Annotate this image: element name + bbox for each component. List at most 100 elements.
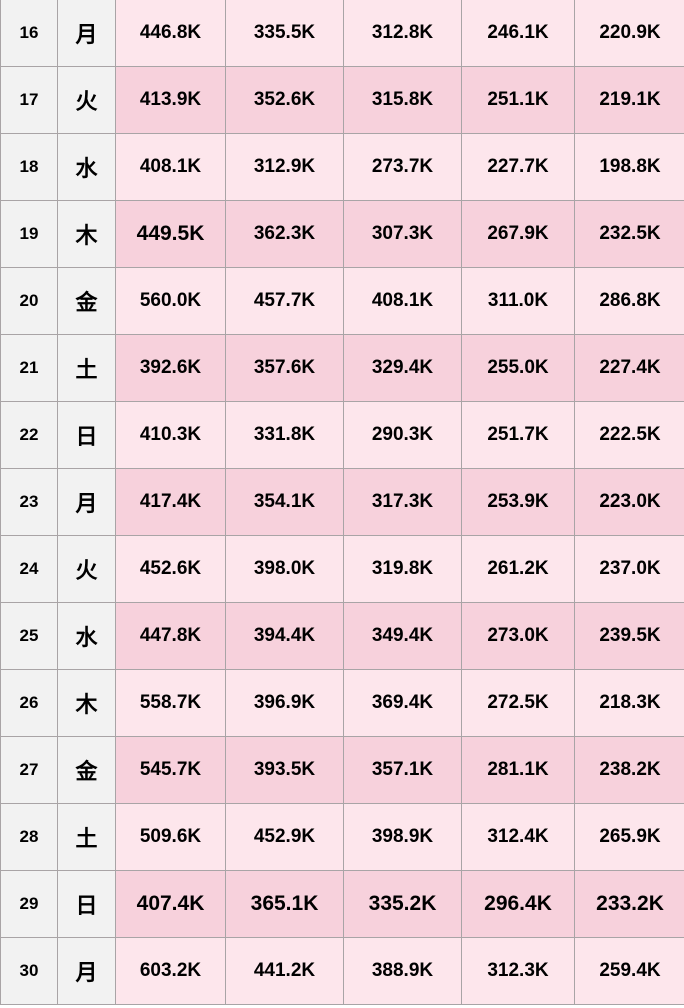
value-cell[interactable]: 393.5K [225, 736, 344, 804]
day-cell[interactable]: 25 [0, 602, 58, 670]
day-cell[interactable]: 19 [0, 200, 58, 268]
value-cell[interactable]: 331.8K [225, 401, 344, 469]
value-cell[interactable]: 273.7K [343, 133, 462, 201]
value-cell[interactable]: 447.8K [115, 602, 226, 670]
weekday-cell[interactable]: 月 [57, 937, 116, 1005]
value-cell[interactable]: 335.5K [225, 0, 344, 67]
value-cell[interactable]: 398.9K [343, 803, 462, 871]
value-cell[interactable]: 227.7K [461, 133, 575, 201]
weekday-cell[interactable]: 月 [57, 468, 116, 536]
weekday-cell[interactable]: 木 [57, 200, 116, 268]
value-cell[interactable]: 398.0K [225, 535, 344, 603]
value-cell[interactable]: 312.8K [343, 0, 462, 67]
value-cell[interactable]: 290.3K [343, 401, 462, 469]
day-cell[interactable]: 26 [0, 669, 58, 737]
weekday-cell[interactable]: 金 [57, 267, 116, 335]
weekday-cell[interactable]: 日 [57, 401, 116, 469]
value-cell[interactable]: 329.4K [343, 334, 462, 402]
value-cell[interactable]: 272.5K [461, 669, 575, 737]
value-cell[interactable]: 365.1K [225, 870, 344, 938]
day-cell[interactable]: 30 [0, 937, 58, 1005]
day-cell[interactable]: 29 [0, 870, 58, 938]
value-cell[interactable]: 238.2K [574, 736, 684, 804]
value-cell[interactable]: 312.3K [461, 937, 575, 1005]
value-cell[interactable]: 357.6K [225, 334, 344, 402]
value-cell[interactable]: 362.3K [225, 200, 344, 268]
value-cell[interactable]: 286.8K [574, 267, 684, 335]
value-cell[interactable]: 352.6K [225, 66, 344, 134]
value-cell[interactable]: 265.9K [574, 803, 684, 871]
value-cell[interactable]: 251.7K [461, 401, 575, 469]
value-cell[interactable]: 198.8K [574, 133, 684, 201]
value-cell[interactable]: 457.7K [225, 267, 344, 335]
day-cell[interactable]: 20 [0, 267, 58, 335]
weekday-cell[interactable]: 日 [57, 870, 116, 938]
value-cell[interactable]: 232.5K [574, 200, 684, 268]
value-cell[interactable]: 560.0K [115, 267, 226, 335]
weekday-cell[interactable]: 金 [57, 736, 116, 804]
value-cell[interactable]: 545.7K [115, 736, 226, 804]
value-cell[interactable]: 446.8K [115, 0, 226, 67]
day-cell[interactable]: 21 [0, 334, 58, 402]
day-cell[interactable]: 18 [0, 133, 58, 201]
value-cell[interactable]: 558.7K [115, 669, 226, 737]
value-cell[interactable]: 452.9K [225, 803, 344, 871]
value-cell[interactable]: 410.3K [115, 401, 226, 469]
value-cell[interactable]: 349.4K [343, 602, 462, 670]
weekday-cell[interactable]: 木 [57, 669, 116, 737]
value-cell[interactable]: 253.9K [461, 468, 575, 536]
weekday-cell[interactable]: 火 [57, 535, 116, 603]
day-cell[interactable]: 16 [0, 0, 58, 67]
value-cell[interactable]: 388.9K [343, 937, 462, 1005]
value-cell[interactable]: 233.2K [574, 870, 684, 938]
value-cell[interactable]: 267.9K [461, 200, 575, 268]
value-cell[interactable]: 369.4K [343, 669, 462, 737]
weekday-cell[interactable]: 土 [57, 334, 116, 402]
value-cell[interactable]: 296.4K [461, 870, 575, 938]
value-cell[interactable]: 441.2K [225, 937, 344, 1005]
value-cell[interactable]: 407.4K [115, 870, 226, 938]
weekday-cell[interactable]: 土 [57, 803, 116, 871]
value-cell[interactable]: 394.4K [225, 602, 344, 670]
value-cell[interactable]: 312.9K [225, 133, 344, 201]
value-cell[interactable]: 449.5K [115, 200, 226, 268]
value-cell[interactable]: 222.5K [574, 401, 684, 469]
value-cell[interactable]: 219.1K [574, 66, 684, 134]
value-cell[interactable]: 315.8K [343, 66, 462, 134]
value-cell[interactable]: 307.3K [343, 200, 462, 268]
value-cell[interactable]: 239.5K [574, 602, 684, 670]
value-cell[interactable]: 396.9K [225, 669, 344, 737]
value-cell[interactable]: 509.6K [115, 803, 226, 871]
day-cell[interactable]: 22 [0, 401, 58, 469]
day-cell[interactable]: 27 [0, 736, 58, 804]
weekday-cell[interactable]: 水 [57, 133, 116, 201]
value-cell[interactable]: 408.1K [343, 267, 462, 335]
value-cell[interactable]: 317.3K [343, 468, 462, 536]
value-cell[interactable]: 220.9K [574, 0, 684, 67]
value-cell[interactable]: 413.9K [115, 66, 226, 134]
value-cell[interactable]: 237.0K [574, 535, 684, 603]
day-cell[interactable]: 23 [0, 468, 58, 536]
value-cell[interactable]: 452.6K [115, 535, 226, 603]
weekday-cell[interactable]: 月 [57, 0, 116, 67]
value-cell[interactable]: 392.6K [115, 334, 226, 402]
value-cell[interactable]: 273.0K [461, 602, 575, 670]
value-cell[interactable]: 357.1K [343, 736, 462, 804]
value-cell[interactable]: 312.4K [461, 803, 575, 871]
value-cell[interactable]: 259.4K [574, 937, 684, 1005]
value-cell[interactable]: 255.0K [461, 334, 575, 402]
value-cell[interactable]: 319.8K [343, 535, 462, 603]
day-cell[interactable]: 17 [0, 66, 58, 134]
value-cell[interactable]: 603.2K [115, 937, 226, 1005]
day-cell[interactable]: 24 [0, 535, 58, 603]
value-cell[interactable]: 251.1K [461, 66, 575, 134]
value-cell[interactable]: 335.2K [343, 870, 462, 938]
value-cell[interactable]: 261.2K [461, 535, 575, 603]
value-cell[interactable]: 227.4K [574, 334, 684, 402]
value-cell[interactable]: 223.0K [574, 468, 684, 536]
value-cell[interactable]: 354.1K [225, 468, 344, 536]
weekday-cell[interactable]: 水 [57, 602, 116, 670]
value-cell[interactable]: 246.1K [461, 0, 575, 67]
weekday-cell[interactable]: 火 [57, 66, 116, 134]
day-cell[interactable]: 28 [0, 803, 58, 871]
